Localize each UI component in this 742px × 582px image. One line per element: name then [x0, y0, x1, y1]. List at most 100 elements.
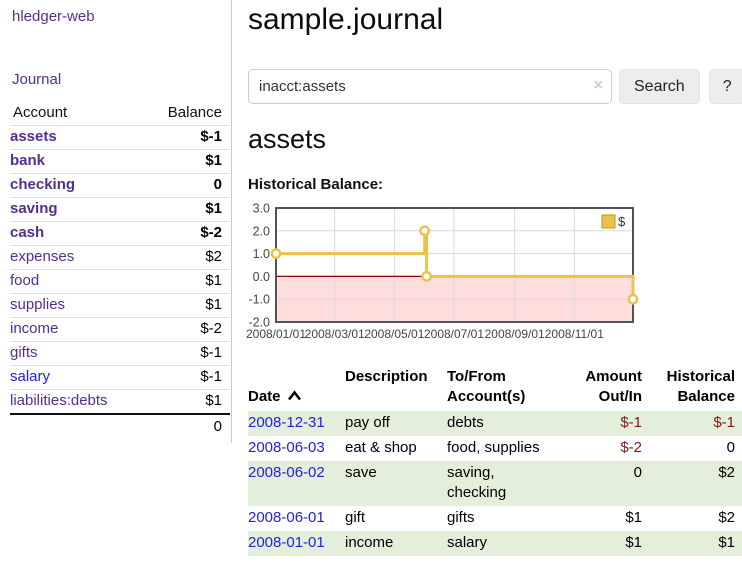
account-name-cell: liabilities:debts	[10, 389, 142, 415]
register-amount: $1	[625, 509, 642, 526]
account-link[interactable]: gifts	[10, 344, 38, 361]
y-tick-label: -1.0	[248, 293, 270, 307]
date-column-header[interactable]: Date	[248, 365, 345, 411]
register-row: 2008-06-03 eat & shop food, supplies $-2…	[248, 436, 742, 461]
register-date-cell: 2008-06-03	[248, 436, 345, 461]
account-balance: $1	[141, 293, 230, 318]
y-tick-label: -2.0	[248, 316, 270, 330]
account-name-cell: expenses	[10, 245, 142, 270]
account-link[interactable]: liabilities:debts	[10, 392, 108, 409]
register-row: 2008-01-01 income salary $1 $1	[248, 531, 742, 556]
data-point-marker	[421, 271, 433, 282]
x-tick-label: 2008/09/01	[485, 327, 545, 341]
register-amount: $-1	[620, 414, 642, 431]
account-link[interactable]: salary	[10, 368, 51, 385]
y-tick-label: 2.0	[253, 224, 270, 238]
x-tick-label: 2008/11/01	[545, 327, 604, 341]
x-tick-label: 2008/01/01	[246, 327, 306, 341]
accounts-header-row: Account Balance	[10, 102, 230, 126]
account-row: bank $1	[10, 149, 230, 174]
account-page-title: assets	[248, 124, 327, 154]
register-amount: 0	[633, 464, 642, 481]
account-balance: $1	[141, 149, 230, 174]
account-link[interactable]: expenses	[10, 248, 75, 265]
account-row: salary $-1	[10, 365, 230, 390]
account-link[interactable]: checking	[10, 176, 76, 193]
account-balance: $1	[141, 269, 230, 294]
brand-link[interactable]: hledger-web	[12, 8, 95, 25]
account-name-cell: salary	[10, 365, 142, 390]
y-tick-label: 1.0	[253, 247, 270, 261]
register-date-link[interactable]: 2008-06-02	[248, 464, 325, 481]
account-row: liabilities:debts $1	[10, 389, 230, 415]
account-row: saving $1	[10, 197, 230, 222]
register-row: 2008-12-31 pay off debts $-1 $-1	[248, 411, 742, 436]
accounts-column-header: To/From Account(s)	[447, 368, 526, 405]
date-header-label: Date	[248, 388, 281, 405]
amount-column-header: Amount Out/In	[585, 368, 642, 405]
account-name-cell: checking	[10, 173, 142, 198]
account-link[interactable]: saving	[10, 200, 58, 217]
x-tick-label: 2008/07/01	[424, 327, 484, 341]
account-name-cell: supplies	[10, 293, 142, 318]
data-point-marker	[627, 293, 639, 305]
description-column-header: Description	[345, 368, 428, 385]
account-balance: $-2	[141, 317, 230, 342]
main-content: sample.journal × Search ? assets Histori…	[246, 0, 742, 582]
x-tick-label: 2008/03/01	[305, 327, 365, 341]
sort-ascending-icon	[287, 390, 301, 401]
register-balance: $-1	[713, 414, 735, 431]
data-point-marker	[270, 248, 282, 259]
account-row: gifts $-1	[10, 341, 230, 366]
account-balance: $2	[141, 245, 230, 270]
account-row: checking 0	[10, 173, 230, 198]
register-description: income	[345, 534, 394, 551]
register-date-link[interactable]: 2008-06-03	[248, 439, 325, 456]
clear-search-icon[interactable]: ×	[593, 77, 603, 94]
account-link[interactable]: bank	[10, 152, 46, 169]
register-date-link[interactable]: 2008-12-31	[248, 414, 325, 431]
register-accounts: debts	[447, 414, 484, 431]
register-accounts: food, supplies	[447, 439, 540, 456]
search-input[interactable]	[248, 69, 612, 104]
register-balance: $1	[718, 534, 735, 551]
register-row: 2008-06-01 gift gifts $1 $2	[248, 506, 742, 531]
historical-balance-chart: $3.0 2.0 1.0 0.0 -1.0 -2.0 2008/01/01 2008/03/0…	[241, 202, 643, 355]
accounts-total-balance: 0	[141, 413, 230, 439]
register-date-link[interactable]: 2008-01-01	[248, 534, 325, 551]
y-tick-label: 3.0	[253, 203, 270, 216]
register-description: eat & shop	[345, 439, 417, 456]
register-accounts: salary	[447, 534, 488, 551]
account-column-header: Account	[10, 102, 142, 126]
register-description: gift	[345, 509, 366, 526]
register-date-cell: 2008-06-02	[248, 461, 345, 506]
account-name-cell: assets	[10, 125, 142, 150]
sidebar-item-journal[interactable]: Journal	[12, 71, 62, 88]
account-link[interactable]: supplies	[10, 296, 66, 313]
total-spacer	[10, 413, 142, 439]
account-balance: 0	[141, 173, 230, 198]
account-link[interactable]: food	[10, 272, 40, 289]
account-row: assets $-1	[10, 125, 230, 150]
sidebar: hledger-web Journal Account Balance asse…	[0, 0, 232, 443]
help-button[interactable]: ?	[708, 69, 742, 104]
account-balance: $-2	[141, 221, 230, 246]
register-table: Date Description To/From Account(s) Amou…	[248, 365, 742, 556]
register-balance: 0	[726, 439, 735, 456]
accounts-total-row: 0	[10, 413, 230, 439]
chart-heading: Historical Balance:	[248, 176, 384, 193]
account-link[interactable]: income	[10, 320, 59, 337]
legend-swatch	[601, 214, 616, 229]
search-button[interactable]: Search	[619, 69, 700, 104]
y-tick-label: 0.0	[253, 270, 270, 284]
account-row: food $1	[10, 269, 230, 294]
legend-label: $	[618, 214, 626, 229]
account-row: cash $-2	[10, 221, 230, 246]
chart-svg: $3.0 2.0 1.0 0.0 -1.0 -2.02008/01/012008/03/0…	[246, 202, 639, 341]
account-link[interactable]: cash	[10, 224, 45, 241]
account-row: expenses $2	[10, 245, 230, 270]
register-date-cell: 2008-06-01	[248, 506, 345, 531]
account-link[interactable]: assets	[10, 128, 57, 145]
register-date-link[interactable]: 2008-06-01	[248, 509, 325, 526]
account-balance: $1	[141, 197, 230, 222]
